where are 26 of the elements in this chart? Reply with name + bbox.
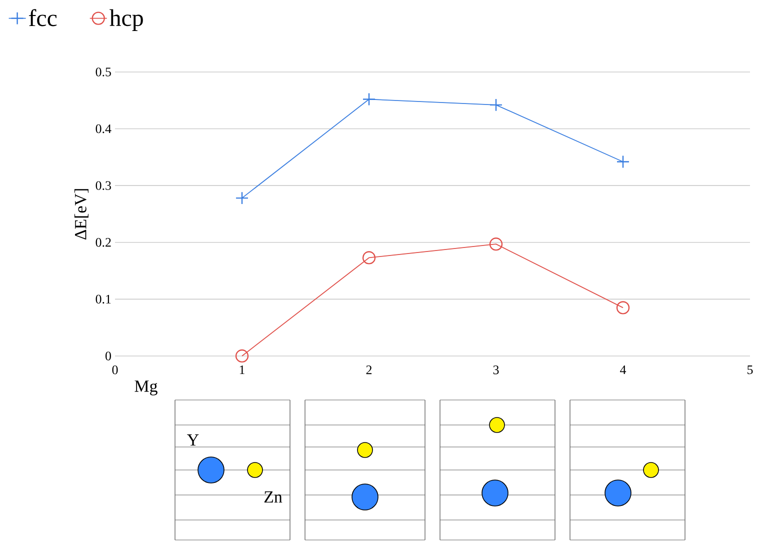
point: [616, 301, 630, 314]
y-tick-label: 0.5: [96, 68, 111, 76]
text: Zn: [264, 491, 282, 503]
legend-label: hcp: [110, 9, 143, 31]
y-tick-label: 0.4: [96, 124, 112, 134]
x-tick-label: 3: [493, 366, 499, 374]
text: Mg: [134, 380, 158, 396]
point: [362, 251, 376, 264]
point: [489, 98, 503, 112]
point: [235, 192, 249, 205]
x-tick-label: 0: [112, 366, 118, 374]
text: Y: [187, 434, 199, 446]
x-tick-label: 5: [748, 366, 753, 374]
y-tick-label: 0.2: [96, 238, 111, 247]
point: [235, 349, 249, 363]
x-tick-label: 2: [366, 366, 372, 374]
point: [616, 155, 630, 168]
point: [489, 238, 503, 251]
x-tick-label: 1: [240, 366, 244, 374]
y-tick-label: 0.1: [96, 294, 111, 304]
y-tick-label: 0.3: [96, 181, 111, 190]
x-tick-label: 4: [620, 366, 626, 374]
legend-label: fcc: [28, 9, 57, 26]
point: [362, 92, 376, 106]
y-tick-label: 0: [106, 352, 111, 360]
y-axis-title: ΔE[eV]: [74, 189, 88, 240]
